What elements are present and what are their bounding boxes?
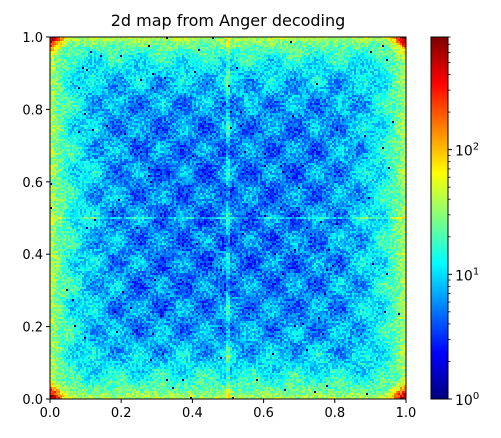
x-tick-label: 0.8 — [324, 406, 345, 421]
colorbar-tick-label: 100 — [455, 391, 479, 409]
y-tick-label: 1.0 — [22, 31, 43, 46]
y-tick-label: 0.8 — [22, 103, 43, 118]
colorbar-frame — [430, 36, 449, 400]
x-tick-label: 0.2 — [111, 406, 132, 421]
plot-frame — [49, 36, 407, 400]
y-tick-label: 0.0 — [22, 393, 43, 408]
y-tick-label: 0.4 — [22, 248, 43, 263]
colorbar-tick-label: 101 — [455, 266, 479, 284]
chart-title: 2d map from Anger decoding — [111, 11, 346, 30]
x-tick-label: 1.0 — [396, 406, 417, 421]
x-tick-label: 0.6 — [253, 406, 274, 421]
colorbar-axis: 100 101 102 — [448, 36, 479, 409]
x-axis: 0.0 0.2 0.4 0.6 0.8 1.0 — [40, 399, 417, 421]
y-axis: 0.0 0.2 0.4 0.6 0.8 1.0 — [22, 31, 50, 408]
colorbar-tick-label: 102 — [455, 142, 479, 160]
y-tick-label: 0.6 — [22, 176, 43, 191]
x-tick-label: 0.4 — [182, 406, 203, 421]
heatmap-image — [50, 37, 406, 399]
x-tick-label: 0.0 — [40, 406, 61, 421]
y-tick-label: 0.2 — [22, 321, 43, 336]
colorbar-gradient — [431, 37, 448, 399]
